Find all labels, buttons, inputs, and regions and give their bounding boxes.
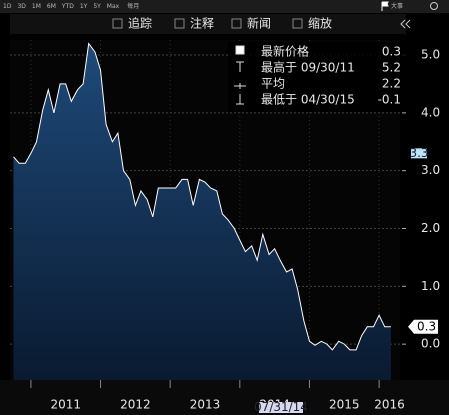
x-tick-label: 2012 [120,398,151,412]
y-tick-label: 4.0 [421,105,440,119]
last-tag-label: 0.3 [417,319,436,333]
tool-button[interactable]: 缩放 [308,16,332,31]
legend-icon [236,61,244,72]
x-axis-strip [0,380,449,415]
ref-tag-label: 3.3 [409,146,428,160]
line [13,42,391,351]
y-tick-label: 1.0 [421,279,440,293]
cursor-date: 07/31/14 [254,400,308,414]
back-icon[interactable] [400,19,411,29]
tool-icon [292,18,303,29]
flag-icon[interactable] [381,1,389,11]
legend-value: 2.2 [382,77,401,91]
legend-value: -0.1 [378,93,401,107]
tool-icon [174,18,185,29]
legend-value: 5.2 [382,61,401,75]
range-button[interactable]: 6M [47,3,56,10]
x-tick-label: 2015 [329,398,360,412]
top-toolbar [0,0,449,13]
y-tick-label: 2.0 [421,221,440,235]
range-button[interactable]: 3D [17,3,26,10]
tool-button[interactable]: 注释 [190,16,214,31]
tool-icon [231,18,242,29]
legend-icon [236,94,244,105]
legend-value: 0.3 [382,45,401,59]
legend-label: 平均 [261,77,285,91]
range-button[interactable]: 1M [32,3,41,10]
last-tag [408,319,438,334]
y-tick-label: 3.0 [421,163,440,177]
tool-icon [112,18,123,29]
legend-label: 最新价格 [261,44,309,59]
legend-icon [234,83,246,89]
tool-button[interactable]: 追踪 [128,16,152,31]
x-tick-label: 2011 [50,398,81,412]
x-tick-label: 2016 [374,398,405,412]
legend-box [228,42,408,112]
x-tick-label: 2013 [190,398,221,412]
legend-label: 最高于 09/30/11 [261,60,355,75]
legend-label: 最低于 04/30/15 [261,93,355,107]
y-tick-label: 0.0 [421,337,440,351]
range-button[interactable]: 1Y [80,3,88,10]
range-button[interactable]: 5Y [93,3,101,10]
tool-toolbar [10,14,406,34]
settings-icon[interactable] [430,2,438,10]
range-button[interactable]: YTD [61,3,74,10]
y-tick-label: 5.0 [421,48,440,62]
period-select[interactable]: 每月 [127,2,139,10]
events-button[interactable]: 大事 [391,2,403,10]
cursor-box [259,402,303,413]
legend-icon [235,45,245,55]
tool-button[interactable]: 新闻 [247,16,271,31]
range-button[interactable]: 1D [3,3,12,10]
range-button[interactable]: Max [107,3,120,10]
ref-tag [411,148,427,159]
area-fill [13,43,391,380]
